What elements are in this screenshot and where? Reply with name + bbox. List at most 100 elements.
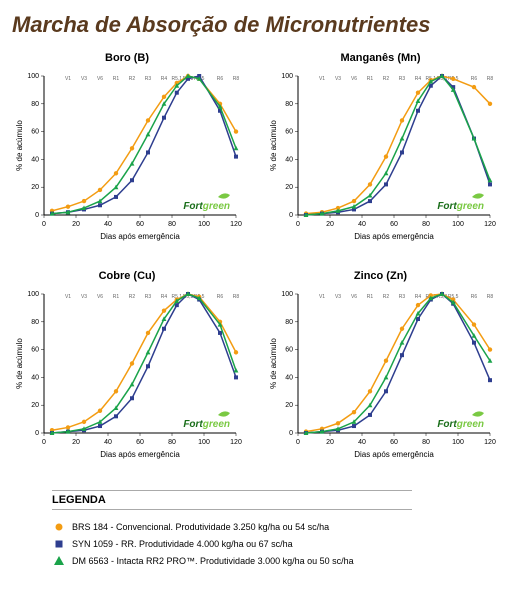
series-syn <box>306 294 490 433</box>
chart-panel-cu: Cobre (Cu)020406080100020406080100120% d… <box>12 270 242 466</box>
legend-item-brs: BRS 184 - Convencional. Produtividade 3.… <box>52 520 499 534</box>
series-syn <box>52 294 236 433</box>
svg-text:40: 40 <box>358 221 366 228</box>
svg-text:60: 60 <box>136 439 144 446</box>
svg-text:R2: R2 <box>129 76 136 82</box>
svg-text:60: 60 <box>31 129 39 136</box>
svg-text:100: 100 <box>198 439 210 446</box>
svg-text:60: 60 <box>390 439 398 446</box>
svg-text:20: 20 <box>326 221 334 228</box>
svg-text:80: 80 <box>168 439 176 446</box>
series-syn <box>52 76 236 214</box>
series-brs <box>52 76 236 211</box>
svg-text:R3: R3 <box>398 76 405 82</box>
svg-text:80: 80 <box>285 101 293 108</box>
svg-text:20: 20 <box>72 439 80 446</box>
svg-text:40: 40 <box>285 374 293 381</box>
svg-text:20: 20 <box>31 184 39 191</box>
chart-panel-zn: Zinco (Zn)020406080100020406080100120% d… <box>266 270 496 466</box>
svg-text:R8: R8 <box>486 76 493 82</box>
svg-text:R4: R4 <box>161 76 168 82</box>
svg-text:R1: R1 <box>366 76 373 82</box>
svg-text:60: 60 <box>31 347 39 354</box>
svg-text:100: 100 <box>281 73 293 80</box>
svg-text:R3: R3 <box>398 294 405 300</box>
xlabel: Dias após emergência <box>354 450 434 459</box>
ylabel: % de acúmulo <box>269 120 278 171</box>
svg-text:120: 120 <box>484 221 496 228</box>
series-brs <box>306 76 490 214</box>
legend-title: LEGENDA <box>52 490 412 510</box>
ylabel: % de acúmulo <box>269 338 278 389</box>
svg-text:R6: R6 <box>470 294 477 300</box>
chart-panel-mn: Manganês (Mn)020406080100020406080100120… <box>266 52 496 248</box>
svg-text:100: 100 <box>27 291 39 298</box>
svg-text:20: 20 <box>31 402 39 409</box>
fortgreen-logo: Fortgreen <box>183 419 230 430</box>
svg-text:V3: V3 <box>334 76 340 82</box>
svg-text:40: 40 <box>358 439 366 446</box>
svg-text:R2: R2 <box>382 76 389 82</box>
svg-text:V6: V6 <box>350 76 356 82</box>
svg-text:60: 60 <box>136 221 144 228</box>
fortgreen-logo: Fortgreen <box>437 419 484 430</box>
svg-text:20: 20 <box>285 402 293 409</box>
chart-svg-cu: 020406080100020406080100120% de acúmuloD… <box>12 286 242 461</box>
svg-text:R6: R6 <box>470 76 477 82</box>
svg-text:40: 40 <box>31 374 39 381</box>
svg-text:0: 0 <box>42 221 46 228</box>
svg-text:R2: R2 <box>129 294 136 300</box>
xlabel: Dias após emergência <box>100 450 180 459</box>
svg-text:60: 60 <box>285 129 293 136</box>
chart-title-cu: Cobre (Cu) <box>12 270 242 282</box>
legend-label: SYN 1059 - RR. Produtividade 4.000 kg/ha… <box>72 539 293 549</box>
legend-item-syn: SYN 1059 - RR. Produtividade 4.000 kg/ha… <box>52 537 499 551</box>
svg-text:0: 0 <box>296 221 300 228</box>
chart-svg-zn: 020406080100020406080100120% de acúmuloD… <box>266 286 496 461</box>
series-dm <box>52 76 236 214</box>
svg-text:V3: V3 <box>81 76 87 82</box>
svg-text:80: 80 <box>285 319 293 326</box>
svg-text:R8: R8 <box>486 294 493 300</box>
svg-text:V1: V1 <box>318 76 324 82</box>
svg-text:V1: V1 <box>318 294 324 300</box>
svg-text:40: 40 <box>104 221 112 228</box>
svg-text:R8: R8 <box>233 294 240 300</box>
svg-text:80: 80 <box>31 319 39 326</box>
svg-text:V6: V6 <box>97 76 103 82</box>
svg-text:100: 100 <box>281 291 293 298</box>
legend-label: BRS 184 - Convencional. Produtividade 3.… <box>72 522 329 532</box>
svg-text:R4: R4 <box>414 294 421 300</box>
page-title: Marcha de Absorção de Micronutrientes <box>12 12 499 38</box>
chart-svg-boro: 020406080100020406080100120% de acúmuloD… <box>12 68 242 243</box>
svg-text:100: 100 <box>452 221 464 228</box>
chart-grid: Boro (B) 0 20 40 60 80 100 0 20 40 60 80 100 120 % de … <box>12 52 499 466</box>
svg-text:100: 100 <box>198 221 210 228</box>
svg-text:V6: V6 <box>350 294 356 300</box>
svg-text:40: 40 <box>285 156 293 163</box>
leaf-icon <box>472 193 484 198</box>
svg-text:100: 100 <box>452 439 464 446</box>
svg-text:R1: R1 <box>366 294 373 300</box>
svg-text:R8: R8 <box>233 76 240 82</box>
xlabel: Dias após emergência <box>100 232 180 241</box>
svg-text:60: 60 <box>390 221 398 228</box>
svg-text:60: 60 <box>285 347 293 354</box>
svg-text:V6: V6 <box>97 294 103 300</box>
fortgreen-logo: Fortgreen <box>183 201 230 212</box>
fortgreen-logo: Fortgreen <box>437 201 484 212</box>
svg-text:R4: R4 <box>414 76 421 82</box>
chart-title-zn: Zinco (Zn) <box>266 270 496 282</box>
svg-text:R4: R4 <box>161 294 168 300</box>
svg-text:0: 0 <box>289 212 293 219</box>
svg-text:0: 0 <box>42 439 46 446</box>
svg-text:120: 120 <box>484 439 496 446</box>
svg-text:R3: R3 <box>145 76 152 82</box>
svg-text:40: 40 <box>31 156 39 163</box>
legend-item-dm: DM 6563 - Intacta RR2 PRO™. Produtividad… <box>52 554 499 568</box>
svg-text:V1: V1 <box>65 294 71 300</box>
svg-text:80: 80 <box>168 221 176 228</box>
svg-text:V3: V3 <box>334 294 340 300</box>
chart-title-boro: Boro (B) <box>12 52 242 64</box>
svg-text:R2: R2 <box>382 294 389 300</box>
